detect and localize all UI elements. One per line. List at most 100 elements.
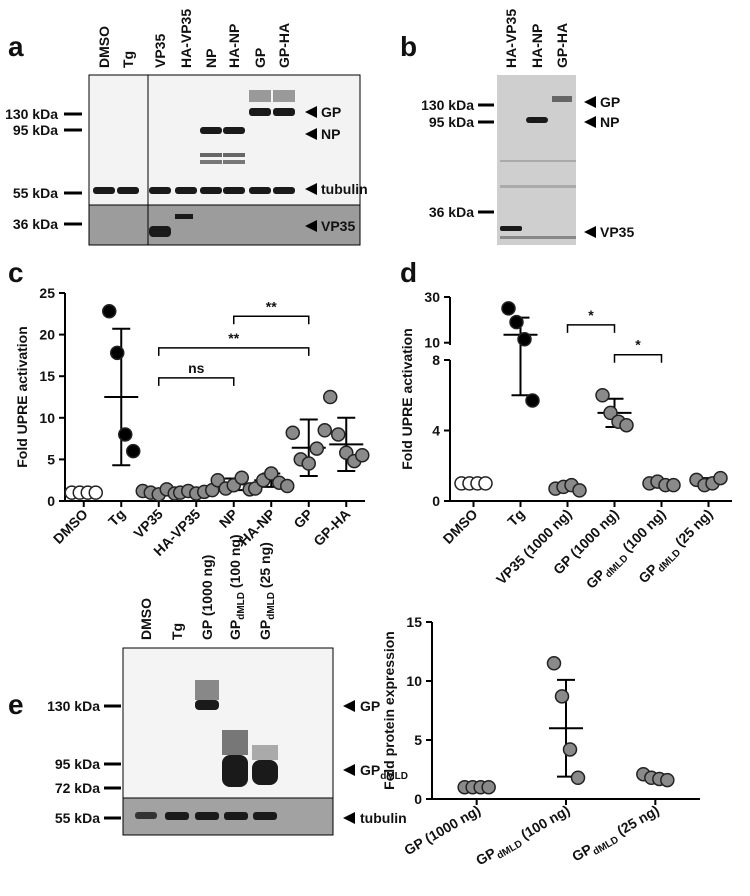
y-tick-label: 0 xyxy=(414,791,422,807)
point xyxy=(355,447,370,463)
lane-labels: DMSO Tg VP35 HA-VP35 NP HA-NP GP GP-HA xyxy=(96,9,292,68)
bracket-label: * xyxy=(588,307,594,323)
bracket-label: ** xyxy=(266,298,277,314)
lane-label: HA-NP xyxy=(529,24,545,68)
label-text: Tg xyxy=(105,506,128,529)
label-text: NP xyxy=(216,506,241,531)
x-tick-label: GPdMLD (25 ng) xyxy=(569,802,664,868)
band-label-text: GP xyxy=(360,698,380,714)
marker-label: 36 kDa xyxy=(13,216,58,232)
lane-label: GPdMLD (25 ng) xyxy=(257,542,277,640)
point xyxy=(481,779,496,795)
band-label: tubulin xyxy=(360,810,407,826)
marker-label: 95 kDa xyxy=(429,114,474,130)
band xyxy=(200,187,222,194)
point xyxy=(126,443,141,459)
point xyxy=(509,314,524,330)
blot-e: DMSO Tg GP (1000 ng) GPdMLD (100 ng) GPd… xyxy=(47,534,408,836)
point xyxy=(525,393,540,408)
point xyxy=(280,478,295,494)
point xyxy=(713,470,728,486)
band-label-text: GP xyxy=(360,762,380,778)
band-label: NP xyxy=(600,114,619,130)
x-tick-label: Tg xyxy=(504,506,527,529)
y-tick-label: 10 xyxy=(39,410,55,426)
arrow xyxy=(343,812,355,824)
point xyxy=(285,425,300,441)
bracket xyxy=(233,315,310,325)
marker-ticks xyxy=(104,704,121,820)
marker-label: 55 kDa xyxy=(55,810,100,826)
label-text: (100 ng) xyxy=(515,802,573,845)
marker-ticks xyxy=(478,103,494,214)
point xyxy=(517,332,532,347)
bracket xyxy=(566,324,616,333)
lane-label-text: GP xyxy=(257,620,273,640)
lane-label-text: (100 ng) xyxy=(227,534,243,592)
label-text: GP-HA xyxy=(310,506,353,549)
lane-label: Tg xyxy=(120,51,136,68)
point xyxy=(562,742,578,757)
y-tick-label: 30 xyxy=(424,289,440,305)
marker-label: 36 kDa xyxy=(429,204,474,220)
panel-label: e xyxy=(8,689,24,720)
y-tick-label: 5 xyxy=(414,732,422,748)
band-label: VP35 xyxy=(321,218,355,234)
bands xyxy=(93,90,295,237)
arrow xyxy=(343,764,355,776)
point xyxy=(331,427,346,442)
point xyxy=(595,388,610,403)
band xyxy=(552,96,572,102)
arrow xyxy=(584,226,596,238)
band xyxy=(223,127,245,134)
x-tick-label: NP xyxy=(216,506,241,531)
point xyxy=(554,689,570,704)
y-axis-label: Fold UPRE activation xyxy=(399,328,415,470)
band xyxy=(93,187,115,194)
band xyxy=(273,187,295,194)
y-tick-label: 0 xyxy=(432,493,440,509)
label-text: DMSO xyxy=(440,506,481,547)
x-tick-label: GP-HA xyxy=(310,506,353,549)
band xyxy=(222,755,248,787)
marker-ticks xyxy=(64,112,82,226)
band xyxy=(195,812,219,820)
band xyxy=(223,153,245,157)
band xyxy=(249,108,271,116)
arrow xyxy=(305,220,317,232)
band xyxy=(500,185,576,188)
band xyxy=(249,90,271,102)
y-tick-label: 20 xyxy=(39,327,55,343)
label-text: GP (1000 ng) xyxy=(401,802,483,859)
y-axis-label: Fold UPRE activation xyxy=(14,326,30,468)
panel-label: c xyxy=(8,257,24,288)
lane-label-sub: dMLD xyxy=(236,592,247,620)
band xyxy=(135,812,157,819)
point xyxy=(88,485,103,500)
point xyxy=(666,477,681,493)
y-tick-label: 15 xyxy=(406,614,422,630)
point xyxy=(619,417,634,433)
lane-label: VP35 xyxy=(152,34,168,68)
label-text: (25 ng) xyxy=(611,802,662,841)
band xyxy=(224,812,248,820)
y-tick-label: 4 xyxy=(432,423,440,439)
band xyxy=(165,812,189,820)
band-label: GP xyxy=(600,94,620,110)
point xyxy=(323,389,338,405)
y-tick-label: 10 xyxy=(406,673,422,689)
band xyxy=(195,680,219,700)
label-text: (100 ng) xyxy=(617,506,669,558)
bracket-label: ** xyxy=(228,330,239,346)
point xyxy=(118,427,133,442)
x-tick-label: Tg xyxy=(105,506,128,529)
y-tick-label: 10 xyxy=(424,335,440,351)
band xyxy=(526,117,548,123)
marker-label: 130 kDa xyxy=(421,97,474,113)
band xyxy=(175,187,197,194)
y-tick-label: 25 xyxy=(39,285,55,301)
point xyxy=(317,423,332,438)
lane-label-sub: dMLD xyxy=(266,592,277,620)
